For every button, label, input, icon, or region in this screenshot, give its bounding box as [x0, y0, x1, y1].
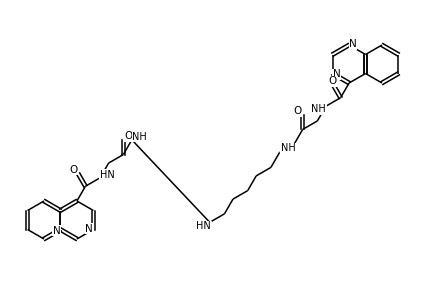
- Text: N: N: [332, 69, 340, 79]
- Text: NH: NH: [280, 143, 295, 153]
- Text: N: N: [52, 226, 60, 236]
- Text: O: O: [124, 131, 132, 141]
- Text: O: O: [69, 165, 77, 175]
- Text: O: O: [293, 106, 301, 116]
- Text: N: N: [85, 223, 93, 233]
- Text: N: N: [348, 39, 356, 49]
- Text: NH: NH: [132, 132, 147, 142]
- Text: O: O: [328, 76, 336, 86]
- Text: NH: NH: [311, 104, 325, 114]
- Text: HN: HN: [100, 170, 114, 180]
- Text: HN: HN: [196, 221, 210, 231]
